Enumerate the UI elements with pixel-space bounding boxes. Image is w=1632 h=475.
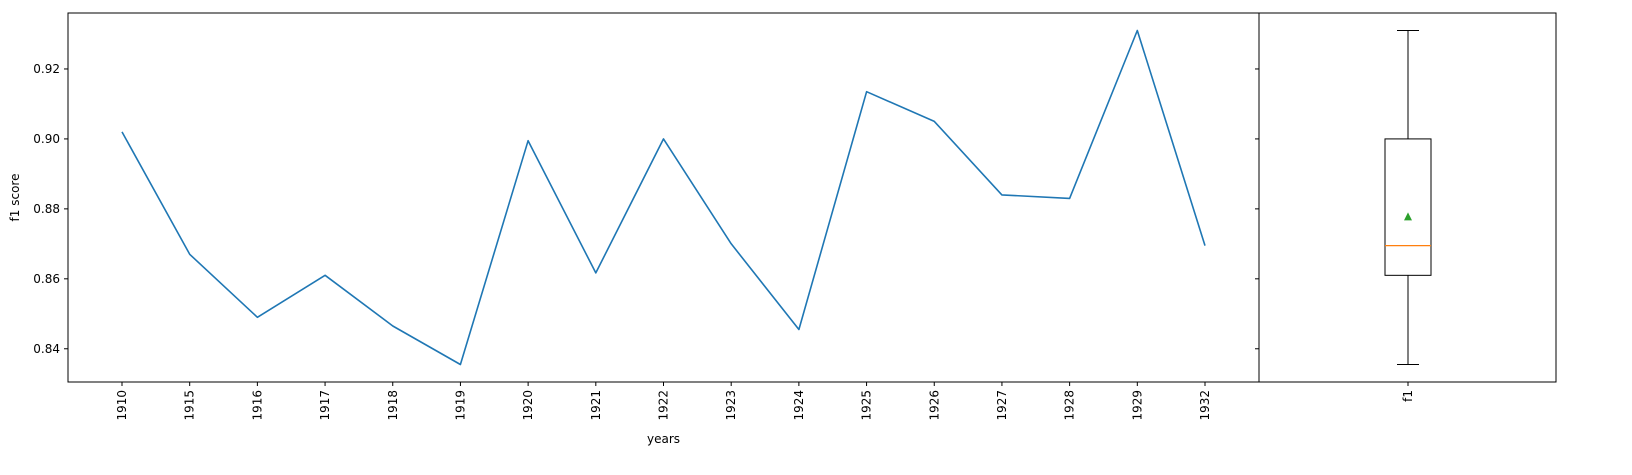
series-line [121,29,1206,366]
x-tick-label: 1915 [183,390,197,421]
x-tick-label: 1918 [386,390,400,421]
iqr-box [1384,138,1432,276]
y-tick-label: 0.92 [33,62,60,76]
x-tick-label: 1919 [453,390,467,421]
y-tick-label: 0.84 [33,342,60,356]
x-tick-label: 1917 [318,390,332,421]
x-tick-label: 1920 [521,390,535,421]
y-axis-label: f1 score [8,174,22,222]
y-tick-label: 0.90 [33,132,60,146]
x-tick-label: 1932 [1198,390,1212,421]
x-tick-label: 1925 [860,390,874,421]
x-axis-label: years [647,432,680,446]
x-tick-label: 1927 [995,390,1009,421]
x-tick-label: 1923 [724,390,738,421]
line-plot-frame [67,12,1260,383]
box-plot-panel: f1 [1255,12,1557,402]
line-plot-panel: 0.84 0.86 0.88 0.90 0.92 1910 1915 1916 1917 1918… [8,12,1260,446]
x-tick-label: 1910 [115,390,129,421]
x-tick-label: 1916 [250,390,264,421]
x-tick-label: 1921 [589,390,603,421]
x-tick-label: 1926 [927,390,941,421]
mean-marker [1404,212,1412,221]
x-tick-label: 1928 [1063,390,1077,421]
y-tick-label: 0.86 [33,272,60,286]
box-x-tick-label: f1 [1401,390,1415,402]
x-tick-label: 1929 [1130,390,1144,421]
x-tick-label: 1924 [792,390,806,421]
y-tick-label: 0.88 [33,202,60,216]
x-tick-label: 1922 [657,390,671,421]
